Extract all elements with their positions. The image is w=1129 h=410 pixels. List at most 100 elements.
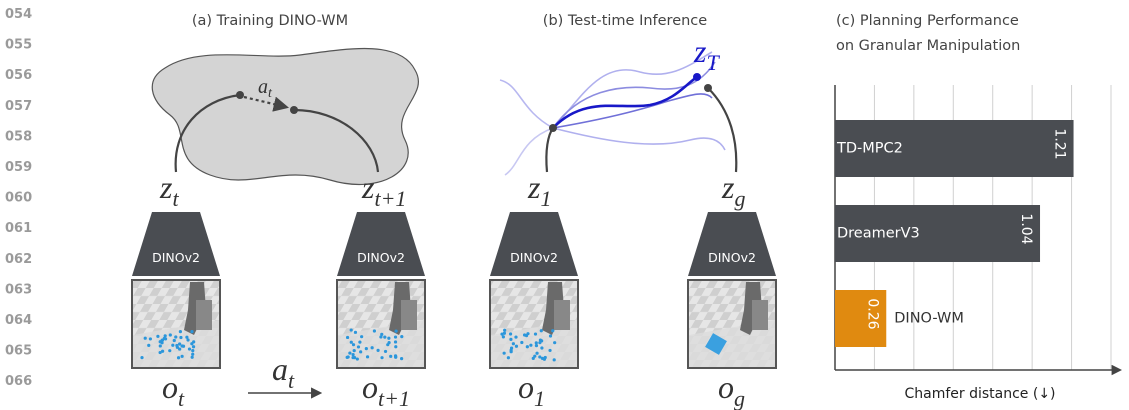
particle [503,329,506,332]
latent-dot [693,73,701,81]
robot-base [401,300,417,330]
encoder: DINOv2 [132,212,220,276]
particle [356,357,359,360]
particle [179,336,182,339]
particle [348,351,351,354]
category-label: DINO-WM [894,311,964,327]
robot-base [196,300,212,330]
particle [192,345,195,348]
particle [173,339,176,342]
line-number: 065 [5,344,32,359]
observation-image [688,280,776,368]
particle [540,346,543,349]
particle [191,349,194,352]
particle [376,349,379,352]
particle [156,335,159,338]
particle [535,344,538,347]
encoder-label: DINOv2 [708,250,756,265]
particle [191,353,194,356]
chart-title: on Granular Manipulation [836,38,1020,54]
line-number: 066 [5,374,32,389]
value-label: 1.04 [1018,213,1034,244]
particle [352,353,355,356]
particle [357,345,360,348]
particle [534,332,537,335]
particle [529,344,532,347]
line-number: 056 [5,68,32,83]
particle [168,349,171,352]
particle [182,345,185,348]
encoder-label: DINOv2 [510,250,558,265]
particle [159,340,162,343]
particle [163,337,166,340]
line-number: 057 [5,99,32,114]
particle [553,358,556,361]
particle [352,343,355,346]
value-label: 1.21 [1052,128,1068,159]
chart: (c) Planning Performanceon Granular Mani… [835,13,1120,402]
value-label: 0.26 [864,298,880,329]
latent-label: zT [693,33,720,75]
obs-label: ot [162,369,185,410]
particle [177,356,180,359]
particle [540,329,543,332]
line-number: 055 [5,38,32,53]
particle [503,332,506,335]
particle [523,333,526,336]
particle [380,356,383,359]
particle [394,354,397,357]
line-number: 059 [5,160,32,175]
particle [509,332,512,335]
encoder-label: DINOv2 [357,250,405,265]
figure: (a) Training DINO-WM at zt zt+1 (b) Test… [0,0,1129,410]
particle [384,350,387,353]
particle [353,349,356,352]
particle [351,356,354,359]
particle [174,335,177,338]
particle [373,329,376,332]
particle [149,337,152,340]
particle [383,336,386,339]
particle [346,336,349,339]
particle [140,356,143,359]
particle [186,338,189,341]
particle [365,347,368,350]
particle [548,349,551,352]
particle [171,344,174,347]
robot-base [554,300,570,330]
particle [387,337,390,340]
particle [532,357,535,360]
particle [354,331,357,334]
particle [515,345,518,348]
particle [535,352,538,355]
particle [400,357,403,360]
particle [181,355,184,358]
line-number: 062 [5,252,32,267]
particle [512,342,515,345]
particle [510,346,513,349]
particle [164,334,167,337]
particle [543,358,546,361]
line-number: 060 [5,191,32,206]
x-axis-label: Chamfer distance (↓) [904,386,1055,402]
particle [551,329,554,332]
action-label: at [272,351,295,393]
robot-base [752,300,768,330]
encoder: DINOv2 [490,212,578,276]
obs-label: ot+1 [362,369,410,410]
trajectory [708,88,736,172]
particle [169,333,172,336]
line-number: 054 [5,7,32,22]
particle [538,355,541,358]
line-number: 061 [5,221,32,236]
latent-label: z1 [527,169,551,211]
particle [400,335,403,338]
particle [394,345,397,348]
particle [350,328,353,331]
latent-label: zg [721,169,745,211]
latent-space [152,48,418,184]
particle [371,346,374,349]
rollouts [500,52,725,175]
particle [360,335,363,338]
particle [175,344,178,347]
